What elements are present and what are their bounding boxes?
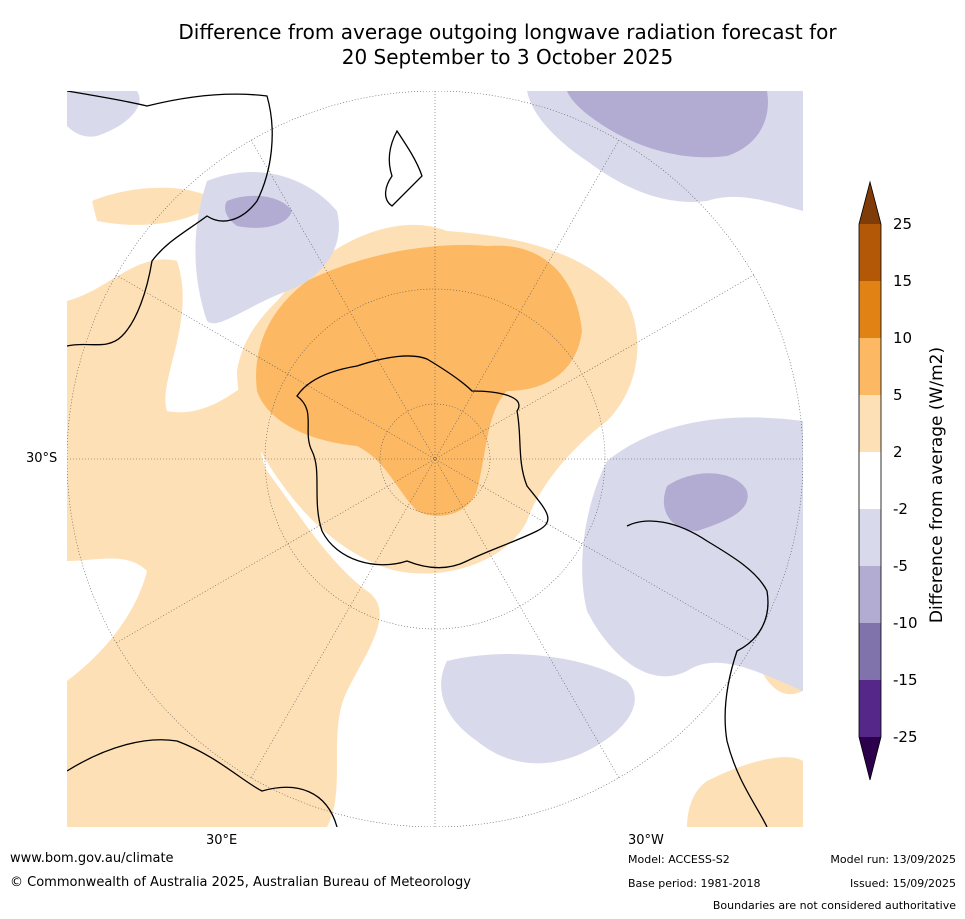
title-line-1: Difference from average outgoing longwav… <box>178 20 837 44</box>
coastlines <box>67 91 769 827</box>
base-period: Base period: 1981-2018 <box>628 877 761 890</box>
colorbar-band-2-5 <box>859 395 881 452</box>
colorbar-tick-neg25: -25 <box>893 728 918 746</box>
model-name: Model: ACCESS-S2 <box>628 853 730 866</box>
colorbar-band-neg5-neg2 <box>859 509 881 566</box>
map-title: Difference from average outgoing longwav… <box>0 20 965 70</box>
polar-map <box>67 91 803 827</box>
anomaly-region-neg5-east <box>663 473 748 531</box>
colorbar-tick-2: 2 <box>893 443 903 461</box>
colorbar-title: Difference from average (W/m2) <box>927 346 947 624</box>
anomaly-region-pos2-west <box>67 259 380 827</box>
colorbar-tick-15: 15 <box>893 272 913 290</box>
colorbar-band-10-15 <box>859 281 881 338</box>
title-line-2: 20 September to 3 October 2025 <box>341 45 674 69</box>
copyright-notice: © Commonwealth of Australia 2025, Austra… <box>10 875 471 890</box>
colorbar-band-neg2-2 <box>859 452 881 509</box>
anomaly-region-neg2-east <box>582 417 803 691</box>
anomaly-region-pos5 <box>256 245 582 516</box>
boundary-disclaimer: Boundaries are not considered authoritat… <box>712 899 956 912</box>
model-run-date: Model run: 13/09/2025 <box>830 853 956 866</box>
colorbar <box>858 180 882 781</box>
colorbar-tick-10: 10 <box>893 329 913 347</box>
colorbar-extend-bottom <box>859 737 881 780</box>
issued-date: Issued: 15/09/2025 <box>849 877 956 890</box>
colorbar-tick-25: 25 <box>893 215 913 233</box>
africa-coastline <box>67 739 338 827</box>
south-america-coastline <box>626 520 769 827</box>
antarctica-coastline <box>296 355 549 569</box>
graticule <box>67 91 803 827</box>
anomaly-region-neg5-northeast <box>567 91 768 158</box>
new-zealand-coastline <box>384 129 423 207</box>
anomaly-region-pos2-southeast <box>687 757 803 827</box>
australia-coastline <box>67 91 273 347</box>
colorbar-tick-neg5: -5 <box>893 557 908 575</box>
anomaly-region-pos2-southwest <box>67 740 307 827</box>
anomaly-region-neg5-northwest <box>225 195 292 228</box>
anomaly-region-neg2-south <box>441 653 635 764</box>
colorbar-band-neg10-neg5 <box>859 566 881 623</box>
colorbar-tick-neg2: -2 <box>893 500 908 518</box>
latitude-label-30s: 30°S <box>26 451 58 466</box>
website-link[interactable]: www.bom.gov.au/climate <box>10 851 174 866</box>
anomaly-region-neg2-corner <box>67 91 140 137</box>
colorbar-band-neg25-neg15 <box>859 680 881 737</box>
colorbar-tick-5: 5 <box>893 386 903 404</box>
colorbar-band-neg15-neg10 <box>859 623 881 680</box>
longitude-label-30e: 30°E <box>206 833 238 848</box>
colorbar-tick-neg15: -15 <box>893 671 918 689</box>
colorbar-extend-top <box>859 182 881 224</box>
colorbar-outline <box>858 180 882 781</box>
colorbar-band-15-25 <box>859 224 881 281</box>
longitude-label-30w: 30°W <box>628 833 664 848</box>
colorbar-tick-neg10: -10 <box>893 614 918 632</box>
anomaly-region-pos2-north <box>92 187 217 225</box>
colorbar-band-5-10 <box>859 338 881 395</box>
